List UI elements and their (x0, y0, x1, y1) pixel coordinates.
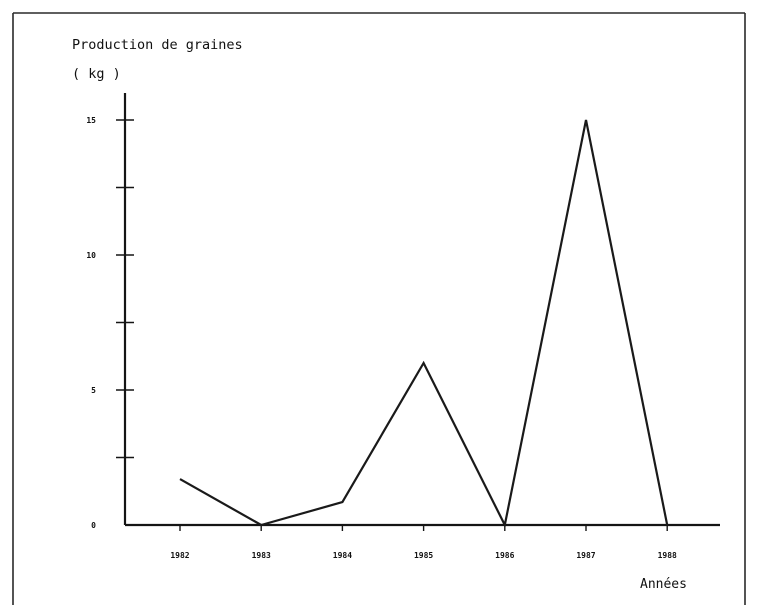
x-tick-label: 1985 (414, 551, 433, 560)
y-tick-label: 15 (86, 116, 96, 125)
x-tick-label: 1983 (252, 551, 271, 560)
series (179, 119, 669, 529)
x-axis-label: Années (640, 577, 687, 592)
y-tick-label: 10 (86, 251, 96, 260)
y-tick-label: 0 (91, 521, 96, 530)
y-ticks: 0 5 10 15 (86, 116, 134, 530)
x-ticks: 1982 1983 1984 1985 1986 1987 1988 (170, 525, 677, 560)
y-tick-label: 5 (91, 386, 96, 395)
chart-frame (12, 12, 746, 605)
x-tick-label: 1986 (495, 551, 514, 560)
axes (123, 93, 720, 527)
x-tick-label: 1984 (333, 551, 352, 560)
x-tick-label: 1987 (576, 551, 595, 560)
x-tick-label: 1982 (170, 551, 189, 560)
series-line (179, 119, 669, 529)
y-axis-unit: ( kg ) (72, 66, 121, 82)
x-tick-label: 1988 (658, 551, 677, 560)
y-axis-label: Production de graines (72, 37, 243, 53)
